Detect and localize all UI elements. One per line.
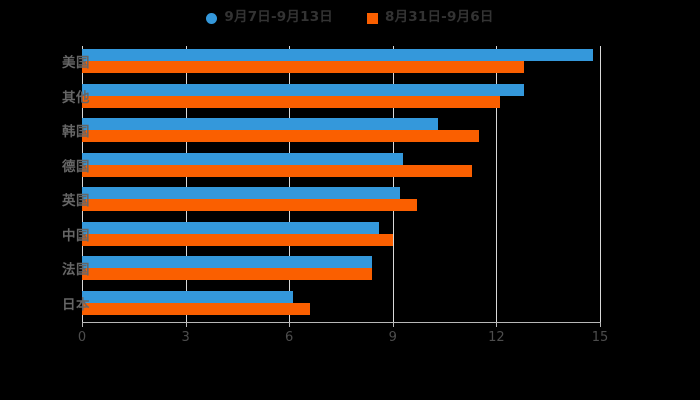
bar[interactable] bbox=[82, 233, 393, 246]
bar-group bbox=[82, 253, 600, 288]
x-tick-mark bbox=[600, 322, 601, 327]
gridline-x bbox=[600, 46, 601, 322]
x-tick-label: 15 bbox=[591, 330, 609, 345]
x-tick-label: 3 bbox=[181, 330, 190, 345]
y-tick-label: 其他 bbox=[62, 89, 90, 106]
bar[interactable] bbox=[82, 152, 404, 165]
y-tick-label: 中国 bbox=[62, 227, 90, 244]
gridline-x bbox=[289, 46, 291, 322]
bar[interactable] bbox=[82, 49, 594, 62]
x-tick-mark bbox=[392, 322, 394, 327]
y-tick-label: 日本 bbox=[62, 296, 90, 313]
bar[interactable] bbox=[82, 95, 500, 108]
bar-group bbox=[82, 219, 600, 254]
y-tick-label: 韩国 bbox=[62, 124, 90, 141]
legend-marker-circle-icon bbox=[206, 12, 218, 24]
bar[interactable] bbox=[82, 221, 379, 234]
legend-entry[interactable]: 9月7日-9月13日 bbox=[206, 6, 333, 30]
bar[interactable] bbox=[82, 290, 293, 303]
x-tick-mark bbox=[185, 322, 187, 327]
gridline-x bbox=[185, 46, 187, 322]
bar[interactable] bbox=[82, 256, 373, 269]
plot-area bbox=[82, 46, 601, 323]
bar-group bbox=[82, 81, 600, 116]
y-tick-label: 美国 bbox=[62, 55, 90, 72]
bar[interactable] bbox=[82, 199, 417, 212]
bar-group bbox=[82, 115, 600, 150]
bar-group bbox=[82, 150, 600, 185]
x-tick-label: 9 bbox=[388, 330, 397, 345]
x-tick-label: 0 bbox=[77, 330, 87, 345]
legend-marker-square-icon bbox=[367, 12, 378, 24]
bar-group bbox=[82, 184, 600, 219]
bar[interactable] bbox=[82, 61, 525, 74]
bar[interactable] bbox=[82, 268, 373, 281]
x-tick-label: 12 bbox=[488, 330, 505, 345]
bar[interactable] bbox=[82, 118, 438, 131]
y-tick-label: 英国 bbox=[62, 193, 90, 210]
chart-legend: 9月7日-9月13日 8月31日-9月6日 bbox=[0, 6, 700, 30]
bar[interactable] bbox=[82, 164, 473, 177]
gridline-x bbox=[496, 46, 498, 322]
x-tick-mark bbox=[82, 322, 83, 327]
bar[interactable] bbox=[82, 302, 310, 315]
x-axis-line bbox=[82, 322, 601, 323]
x-tick-mark bbox=[289, 322, 291, 327]
bar[interactable] bbox=[82, 130, 480, 143]
x-tick-mark bbox=[496, 322, 498, 327]
gridline-x bbox=[392, 46, 394, 322]
legend-entry[interactable]: 8月31日-9月6日 bbox=[367, 6, 494, 30]
y-tick-label: 法国 bbox=[62, 262, 90, 279]
bar[interactable] bbox=[82, 187, 400, 200]
legend-label: 9月7日-9月13日 bbox=[224, 9, 333, 26]
bar-group bbox=[82, 46, 600, 81]
bar[interactable] bbox=[82, 83, 525, 96]
y-tick-label: 德国 bbox=[62, 158, 90, 175]
x-tick-label: 6 bbox=[285, 330, 294, 345]
gridline-x bbox=[82, 46, 83, 322]
bar-group bbox=[82, 288, 600, 323]
legend-label: 8月31日-9月6日 bbox=[385, 9, 494, 26]
